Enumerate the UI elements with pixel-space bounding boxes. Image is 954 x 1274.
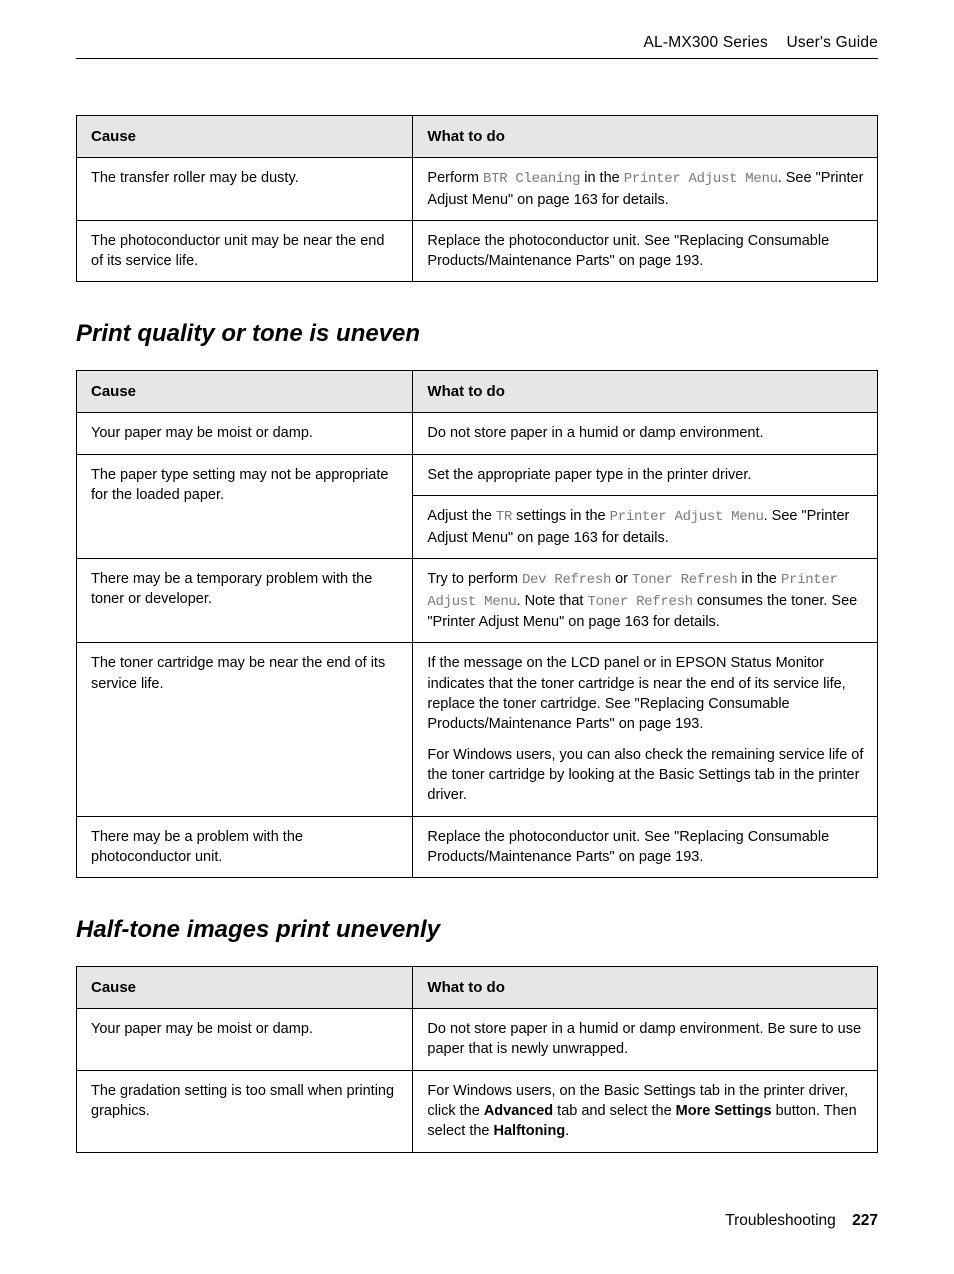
- page-footer: Troubleshooting 227: [725, 1212, 878, 1230]
- th-todo: What to do: [413, 116, 878, 158]
- page-header: AL-MX300 Series User's Guide: [76, 34, 878, 58]
- header-series: AL-MX300 Series: [643, 34, 767, 51]
- table-row: Your paper may be moist or damp. Do not …: [77, 1009, 878, 1071]
- todo-cell: If the message on the LCD panel or in EP…: [413, 643, 878, 816]
- table-transfer-roller: Cause What to do The transfer roller may…: [76, 115, 878, 282]
- table-header-row: Cause What to do: [77, 967, 878, 1009]
- cause-cell: The paper type setting may not be approp…: [77, 454, 413, 558]
- cause-cell: There may be a problem with the photocon…: [77, 816, 413, 878]
- table-header-row: Cause What to do: [77, 116, 878, 158]
- todo-cell: Try to perform Dev Refresh or Toner Refr…: [413, 558, 878, 642]
- todo-cell: Perform BTR Cleaning in the Printer Adju…: [413, 158, 878, 221]
- th-todo: What to do: [413, 371, 878, 413]
- todo-cell: Do not store paper in a humid or damp en…: [413, 413, 878, 454]
- table-halftone: Cause What to do Your paper may be moist…: [76, 966, 878, 1152]
- cause-cell: The toner cartridge may be near the end …: [77, 643, 413, 816]
- table-row: The gradation setting is too small when …: [77, 1070, 878, 1152]
- cause-cell: Your paper may be moist or damp.: [77, 413, 413, 454]
- table-print-quality: Cause What to do Your paper may be moist…: [76, 370, 878, 878]
- table-row: There may be a temporary problem with th…: [77, 558, 878, 642]
- section-heading-print-quality: Print quality or tone is uneven: [76, 320, 878, 348]
- footer-section: Troubleshooting: [725, 1212, 836, 1229]
- table-row: Your paper may be moist or damp. Do not …: [77, 413, 878, 454]
- todo-cell: For Windows users, on the Basic Settings…: [413, 1070, 878, 1152]
- cause-cell: The transfer roller may be dusty.: [77, 158, 413, 221]
- todo-cell: Replace the photoconductor unit. See "Re…: [413, 816, 878, 878]
- cause-cell: There may be a temporary problem with th…: [77, 558, 413, 642]
- table-row: The toner cartridge may be near the end …: [77, 643, 878, 816]
- page: AL-MX300 Series User's Guide Cause What …: [0, 0, 954, 1274]
- th-cause: Cause: [77, 967, 413, 1009]
- th-todo: What to do: [413, 967, 878, 1009]
- content: Cause What to do The transfer roller may…: [76, 115, 878, 1153]
- table-row: The transfer roller may be dusty. Perfor…: [77, 158, 878, 221]
- table-row: There may be a problem with the photocon…: [77, 816, 878, 878]
- th-cause: Cause: [77, 371, 413, 413]
- th-cause: Cause: [77, 116, 413, 158]
- cause-cell: Your paper may be moist or damp.: [77, 1009, 413, 1071]
- table-row: The photoconductor unit may be near the …: [77, 220, 878, 282]
- todo-cell: Replace the photoconductor unit. See "Re…: [413, 220, 878, 282]
- cause-cell: The gradation setting is too small when …: [77, 1070, 413, 1152]
- todo-cell: Adjust the TR settings in the Printer Ad…: [413, 496, 878, 559]
- cause-cell: The photoconductor unit may be near the …: [77, 220, 413, 282]
- footer-page-number: 227: [852, 1212, 878, 1229]
- section-heading-halftone: Half-tone images print unevenly: [76, 916, 878, 944]
- table-row: The paper type setting may not be approp…: [77, 454, 878, 495]
- todo-cell: Do not store paper in a humid or damp en…: [413, 1009, 878, 1071]
- table-header-row: Cause What to do: [77, 371, 878, 413]
- todo-cell: Set the appropriate paper type in the pr…: [413, 454, 878, 495]
- header-title: User's Guide: [786, 34, 878, 51]
- header-rule: [76, 58, 878, 59]
